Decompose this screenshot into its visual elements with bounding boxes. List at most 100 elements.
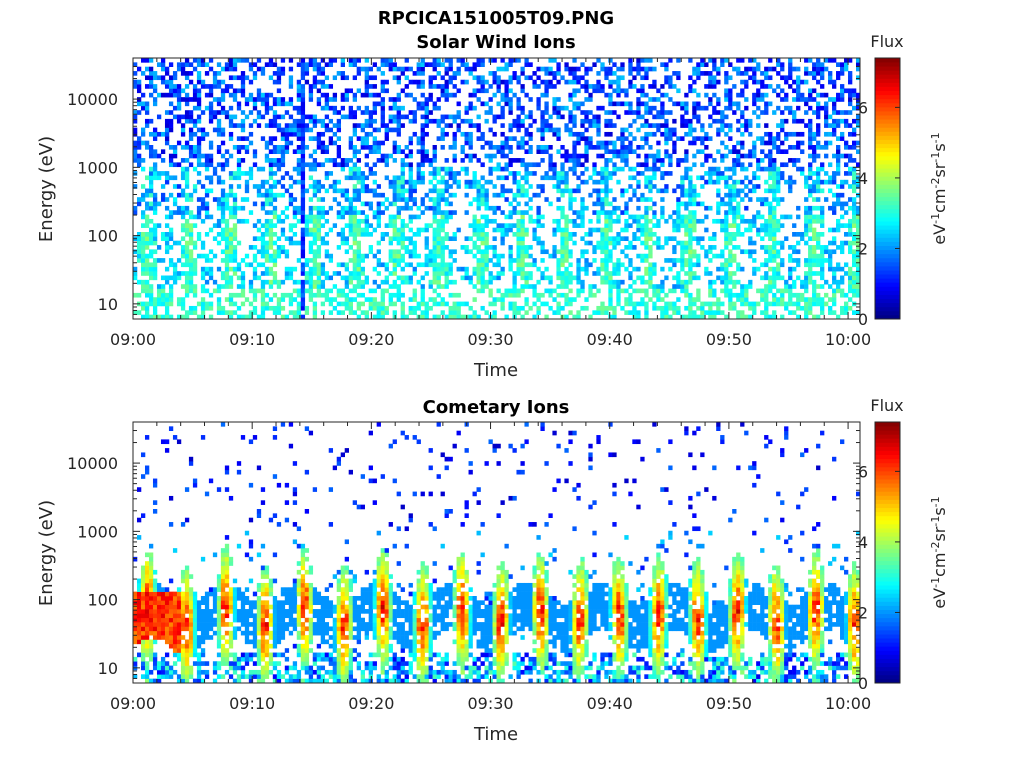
heatmap-cell [356, 223, 361, 228]
heatmap-cell [644, 214, 649, 220]
heatmap-cell [228, 232, 234, 237]
heatmap-cell [416, 71, 421, 76]
heatmap-cell [292, 127, 298, 133]
heatmap-cell [133, 275, 138, 281]
heatmap-cell [516, 305, 521, 311]
heatmap-cell [200, 205, 206, 211]
heatmap-cell [596, 127, 601, 133]
heatmap-cell [748, 123, 753, 128]
heatmap-cell [788, 145, 793, 150]
heatmap-cell [588, 227, 593, 233]
heatmap-cell [776, 288, 781, 294]
heatmap-cell [236, 284, 242, 289]
heatmap-cell [492, 75, 497, 81]
heatmap-cell [172, 262, 178, 268]
heatmap-cell [220, 188, 226, 194]
heatmap-cell [244, 101, 250, 107]
heatmap-cell [432, 158, 437, 163]
heatmap-cell [296, 310, 302, 315]
heatmap-cell [812, 284, 817, 289]
heatmap-cell [744, 118, 749, 124]
heatmap-cell [192, 131, 198, 137]
heatmap-cell [252, 105, 258, 111]
heatmap-cell [524, 62, 529, 67]
heatmap-cell [352, 266, 357, 272]
heatmap-cell [456, 110, 461, 115]
heatmap-cell [584, 118, 589, 124]
heatmap-cell [780, 118, 785, 124]
heatmap-cell [408, 218, 413, 224]
heatmap-cell [708, 245, 713, 250]
heatmap-cell [744, 79, 749, 85]
heatmap-cell [564, 240, 569, 246]
heatmap-cell [188, 223, 194, 228]
heatmap-cell [544, 266, 549, 272]
heatmap-cell [564, 175, 569, 181]
heatmap-cell [336, 232, 342, 237]
heatmap-cell [348, 223, 353, 228]
heatmap-cell [820, 205, 825, 211]
heatmap-cell [520, 110, 525, 115]
heatmap-cell [260, 232, 266, 237]
heatmap-cell [688, 131, 693, 137]
heatmap-cell [748, 236, 753, 241]
heatmap-cell [196, 171, 202, 176]
heatmap-cell [164, 123, 170, 128]
heatmap-cell [308, 197, 314, 202]
heatmap-cell [792, 158, 797, 163]
heatmap-cell [476, 314, 481, 320]
heatmap-cell [292, 149, 298, 154]
heatmap-cell [424, 62, 429, 67]
heatmap-cell [660, 314, 665, 320]
heatmap-cell [260, 66, 266, 72]
heatmap-cell [564, 188, 569, 194]
heatmap-cell [628, 66, 633, 72]
heatmap-cell [356, 175, 361, 181]
heatmap-cell [196, 127, 202, 133]
heatmap-cell [384, 197, 389, 202]
heatmap-cell [472, 284, 477, 289]
heatmap-cell [500, 188, 505, 194]
heatmap-cell [540, 258, 545, 263]
heatmap-cell [772, 284, 777, 289]
heatmap-cell [696, 292, 701, 298]
heatmap-cell [764, 223, 769, 228]
heatmap-cell [616, 136, 621, 141]
heatmap-cell [476, 223, 481, 228]
heatmap-cell [556, 127, 561, 133]
heatmap-cell [476, 179, 481, 185]
heatmap-cell [148, 75, 154, 81]
heatmap-cell [568, 205, 573, 211]
heatmap-cell [700, 149, 705, 154]
heatmap-cell [464, 179, 469, 185]
heatmap-cell [520, 118, 525, 124]
heatmap-cell [368, 118, 373, 124]
heatmap-cell [620, 249, 625, 255]
heatmap-cell [296, 127, 302, 133]
heatmap-cell [712, 105, 717, 111]
heatmap-cell [804, 210, 809, 215]
heatmap-cell [624, 149, 629, 154]
heatmap-cell [460, 58, 465, 63]
heatmap-cell [340, 192, 345, 198]
heatmap-cell [580, 118, 585, 124]
heatmap-cell [584, 153, 589, 159]
heatmap-cell [372, 279, 377, 285]
heatmap-cell [436, 262, 441, 268]
heatmap-cell [212, 223, 218, 228]
heatmap-cell [764, 131, 769, 137]
heatmap-cell [344, 175, 349, 181]
heatmap-cell [480, 253, 485, 259]
heatmap-cell [452, 171, 457, 176]
heatmap-cell [232, 292, 238, 298]
heatmap-cell [412, 271, 417, 276]
heatmap-cell [728, 101, 733, 107]
heatmap-cell [592, 245, 597, 250]
heatmap-cell [288, 140, 294, 146]
heatmap-cell [768, 136, 773, 141]
heatmap-cell [404, 75, 409, 81]
heatmap-cell [732, 245, 737, 250]
heatmap-cell [632, 192, 637, 198]
heatmap-cell [328, 310, 334, 315]
heatmap-cell [728, 123, 733, 128]
